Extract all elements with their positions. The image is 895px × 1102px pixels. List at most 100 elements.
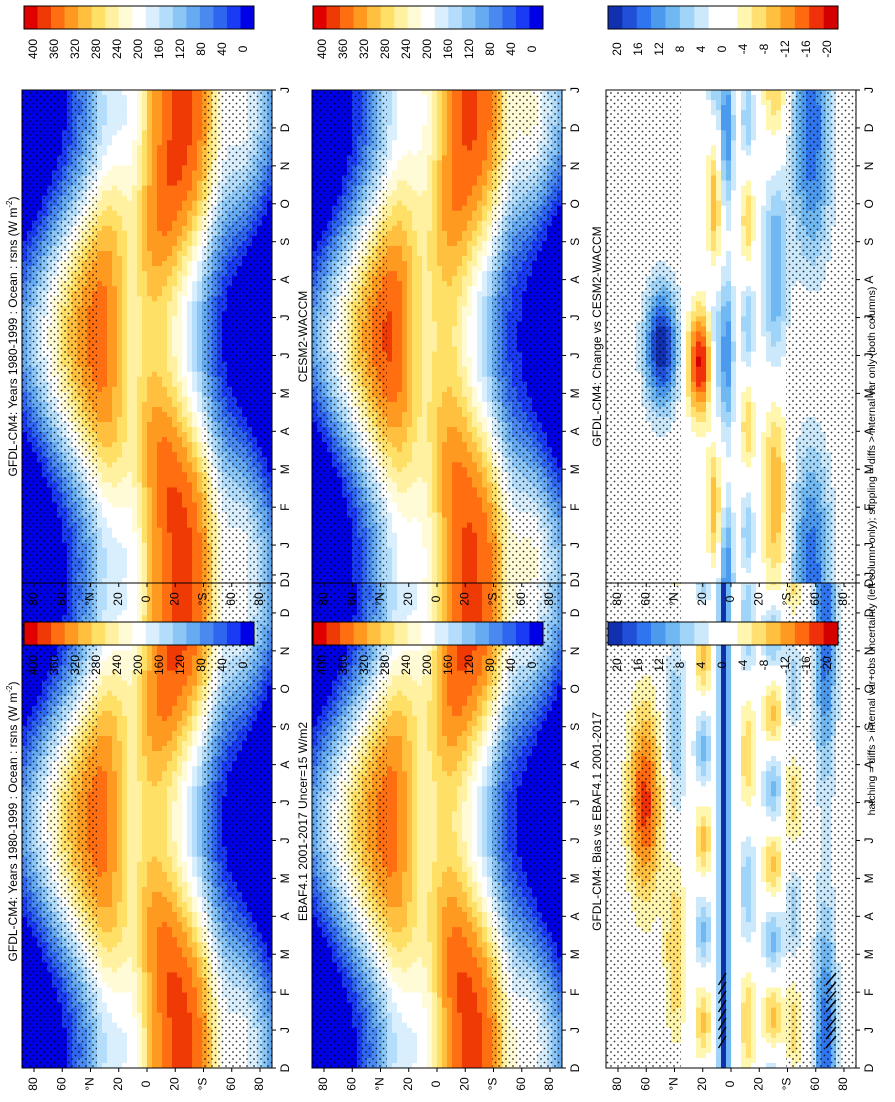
heatmap-cell	[102, 776, 107, 781]
heatmap-cell	[102, 972, 107, 977]
heatmap-cell	[112, 1058, 117, 1063]
heatmap-cell	[97, 781, 102, 786]
heatmap-cell	[112, 872, 117, 877]
heatmap-cell	[102, 786, 107, 791]
heatmap-cell	[117, 1028, 122, 1033]
heatmap-cell	[107, 615, 112, 620]
heatmap-cell	[117, 862, 122, 867]
heatmap-cell	[107, 741, 112, 746]
heatmap-cell	[117, 842, 122, 847]
heatmap-cell	[107, 877, 112, 882]
heatmap-cell	[102, 1038, 107, 1043]
heatmap-cell	[97, 967, 102, 972]
heatmap-cell	[102, 857, 107, 862]
heatmap-cell	[107, 892, 112, 897]
heatmap-cell	[97, 605, 102, 610]
heatmap-cell	[107, 686, 112, 691]
heatmap-cell	[102, 967, 107, 972]
heatmap-cell	[112, 912, 117, 917]
heatmap-cell	[107, 1048, 112, 1053]
heatmap-cell	[117, 701, 122, 706]
heatmap-cell	[102, 952, 107, 957]
heatmap-cell	[102, 706, 107, 711]
heatmap-cell	[102, 701, 107, 706]
heatmap-cell	[112, 731, 117, 736]
heatmap-cell	[112, 847, 117, 852]
heatmap-cell	[107, 993, 112, 998]
heatmap-cell	[112, 882, 117, 887]
heatmap-cell	[97, 585, 102, 590]
heatmap-cell	[102, 811, 107, 816]
heatmap-cell	[107, 585, 112, 590]
heatmap-cell	[102, 1008, 107, 1013]
heatmap-cell	[117, 716, 122, 721]
heatmap-cell	[107, 872, 112, 877]
heatmap-cell	[107, 776, 112, 781]
heatmap-cell	[97, 716, 102, 721]
heatmap-cell	[102, 595, 107, 600]
heatmap-cell	[102, 977, 107, 982]
heatmap-cell	[97, 686, 102, 691]
heatmap-cell	[112, 972, 117, 977]
heatmap-cell	[112, 766, 117, 771]
heatmap-cell	[112, 837, 117, 842]
heatmap-cell	[117, 585, 122, 590]
heatmap-cell	[117, 1008, 122, 1013]
heatmap-cell	[102, 947, 107, 952]
heatmap-cell	[102, 887, 107, 892]
heatmap-cell	[107, 1053, 112, 1058]
heatmap-cell	[117, 811, 122, 816]
heatmap-cell	[117, 942, 122, 947]
heatmap-cell	[97, 736, 102, 741]
heatmap-cell	[102, 816, 107, 821]
heatmap-cell	[117, 791, 122, 796]
heatmap-cell	[102, 610, 107, 615]
heatmap-cell	[97, 776, 102, 781]
heatmap-cell	[102, 1028, 107, 1033]
heatmap-cell	[102, 847, 107, 852]
heatmap-cell	[107, 811, 112, 816]
heatmap-cell	[97, 600, 102, 605]
heatmap-cell	[117, 816, 122, 821]
heatmap-cell	[97, 791, 102, 796]
heatmap-cell	[107, 806, 112, 811]
heatmap-cell	[102, 771, 107, 776]
heatmap-cell	[107, 781, 112, 786]
heatmap-cell	[107, 1038, 112, 1043]
heatmap-cell	[107, 962, 112, 967]
heatmap-cell	[117, 982, 122, 987]
heatmap-cell	[117, 902, 122, 907]
heatmap-cell	[97, 1058, 102, 1063]
heatmap-cell	[112, 852, 117, 857]
heatmap-cell	[97, 977, 102, 982]
heatmap-cell	[97, 806, 102, 811]
heatmap-cell	[97, 741, 102, 746]
heatmap-cell	[112, 1013, 117, 1018]
heatmap-cell	[97, 917, 102, 922]
heatmap-cell	[112, 957, 117, 962]
heatmap-cell	[112, 736, 117, 741]
heatmap-cell	[117, 676, 122, 681]
heatmap-cell	[97, 711, 102, 716]
heatmap-cell	[117, 766, 122, 771]
heatmap-cell	[102, 1033, 107, 1038]
heatmap-cell	[102, 801, 107, 806]
heatmap-cell	[97, 1043, 102, 1048]
heatmap-cell	[112, 726, 117, 731]
figure-canvas: DJFMAMJJASONDJ80 60 °N 20 0 20 °S 60 80GFDL-CM4:…	[0, 0, 895, 1102]
heatmap-cell	[97, 993, 102, 998]
heatmap-cell	[102, 726, 107, 731]
heatmap-cell	[97, 796, 102, 801]
heatmap-cell	[102, 691, 107, 696]
heatmap-cell	[107, 706, 112, 711]
heatmap-cell	[97, 746, 102, 751]
heatmap-cell	[112, 1053, 117, 1058]
heatmap-cell	[102, 686, 107, 691]
heatmap-cell	[97, 988, 102, 993]
heatmap-cell	[107, 801, 112, 806]
heatmap-cell	[97, 691, 102, 696]
heatmap-cell	[112, 756, 117, 761]
heatmap-cell	[112, 696, 117, 701]
heatmap-cell	[117, 761, 122, 766]
heatmap-cell	[117, 892, 122, 897]
